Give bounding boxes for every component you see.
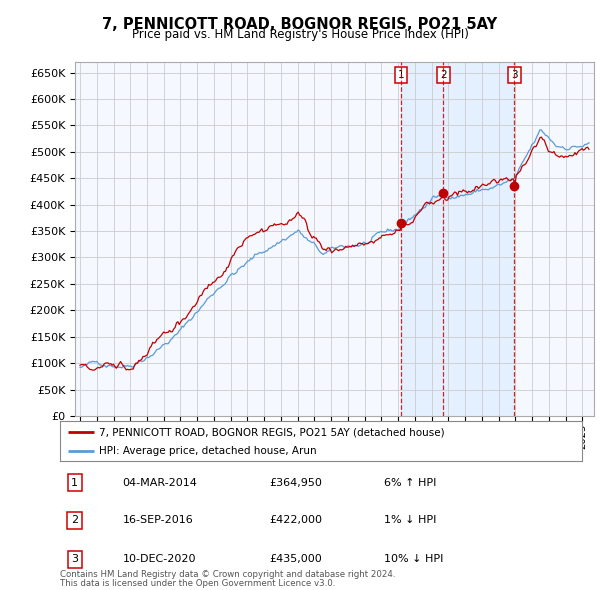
Text: Contains HM Land Registry data © Crown copyright and database right 2024.: Contains HM Land Registry data © Crown c… (60, 571, 395, 579)
Bar (401, 62, 514, 416)
Text: 04-MAR-2014: 04-MAR-2014 (122, 478, 197, 487)
Text: 7, PENNICOTT ROAD, BOGNOR REGIS, PO21 5AY (detached house): 7, PENNICOTT ROAD, BOGNOR REGIS, PO21 5A… (99, 427, 445, 437)
Text: £422,000: £422,000 (269, 516, 322, 525)
Text: 2: 2 (440, 70, 447, 80)
Text: 6% ↑ HPI: 6% ↑ HPI (383, 478, 436, 487)
Text: HPI: Average price, detached house, Arun: HPI: Average price, detached house, Arun (99, 445, 317, 455)
Text: 7, PENNICOTT ROAD, BOGNOR REGIS, PO21 5AY: 7, PENNICOTT ROAD, BOGNOR REGIS, PO21 5A… (103, 17, 497, 31)
Text: 16-SEP-2016: 16-SEP-2016 (122, 516, 193, 525)
Text: This data is licensed under the Open Government Licence v3.0.: This data is licensed under the Open Gov… (60, 579, 335, 588)
Text: £435,000: £435,000 (269, 555, 322, 564)
Text: 10-DEC-2020: 10-DEC-2020 (122, 555, 196, 564)
Text: 3: 3 (511, 70, 518, 80)
Text: £364,950: £364,950 (269, 478, 322, 487)
Text: 10% ↓ HPI: 10% ↓ HPI (383, 555, 443, 564)
Text: Price paid vs. HM Land Registry's House Price Index (HPI): Price paid vs. HM Land Registry's House … (131, 28, 469, 41)
Text: 2: 2 (71, 516, 78, 525)
Text: 1% ↓ HPI: 1% ↓ HPI (383, 516, 436, 525)
Text: 1: 1 (398, 70, 404, 80)
Text: 3: 3 (71, 555, 78, 564)
Text: 1: 1 (71, 478, 78, 487)
